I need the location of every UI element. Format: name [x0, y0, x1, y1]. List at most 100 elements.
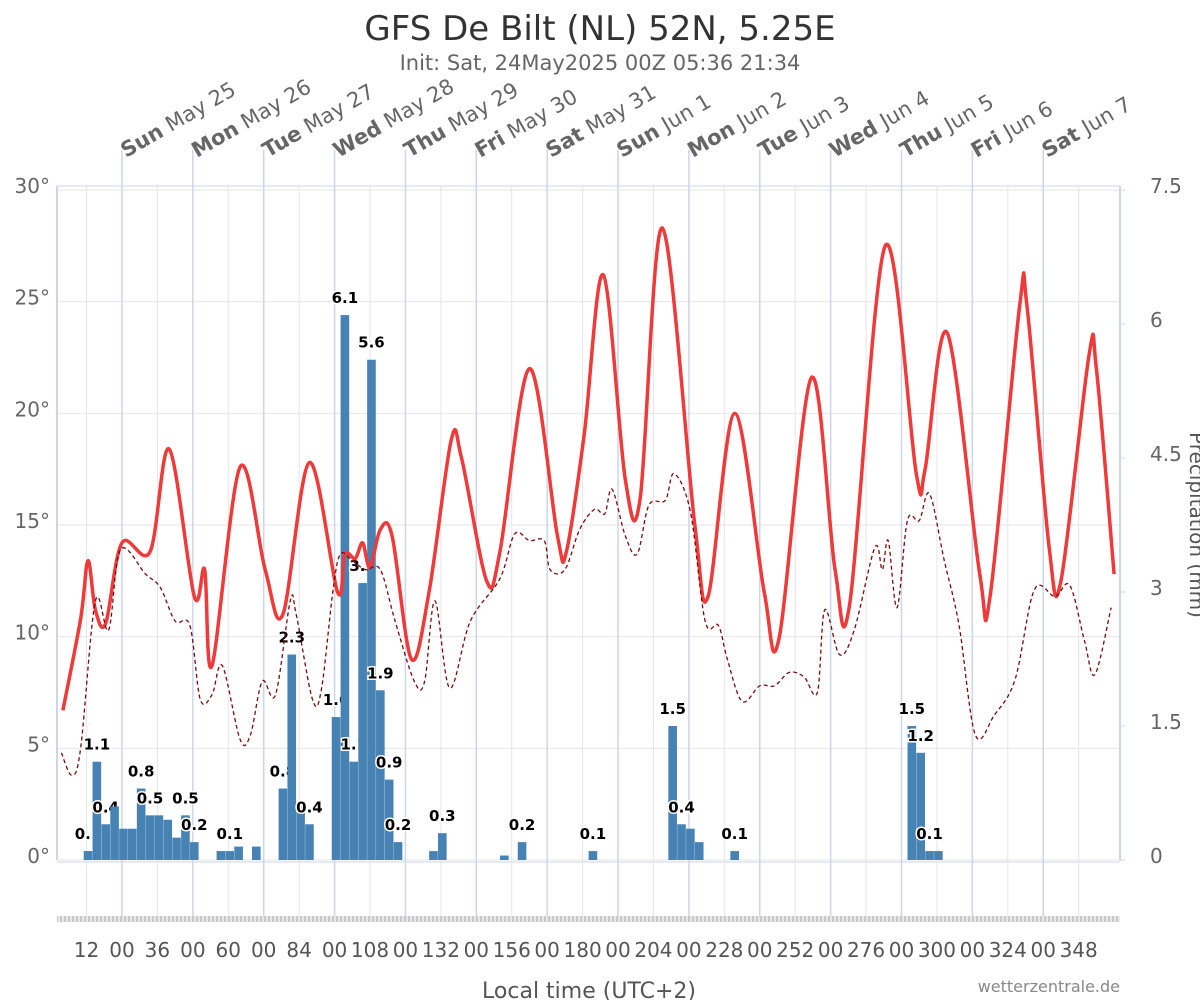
precip-bar [278, 788, 288, 860]
precip-bar [296, 806, 305, 860]
x-tick-label: 84 [286, 938, 311, 962]
x-tick-label: 00 [818, 938, 843, 962]
precip-bar [500, 855, 509, 860]
precip-bar [172, 837, 181, 860]
precip-bar [92, 761, 102, 860]
precip-bar [331, 717, 341, 860]
precip-bar [110, 806, 119, 860]
precip-bar [145, 815, 155, 860]
x-tick-label: 276 [847, 938, 885, 962]
data-label: 1.2 [907, 727, 934, 745]
data-label: 0.1 [216, 825, 243, 843]
y-tick-label: 0° [27, 844, 50, 868]
precip-bar [730, 851, 739, 860]
data-label: 0.1 [721, 825, 748, 843]
precip-bar [934, 851, 943, 860]
x-tick-label: 60 [216, 938, 241, 962]
y2-tick-label: 0 [1150, 844, 1163, 868]
precip-bar [234, 846, 243, 860]
data-label: 1.9 [367, 664, 394, 682]
y-tick-label: 15° [15, 509, 50, 533]
data-label: 0.5 [137, 789, 164, 807]
precip-bar [588, 851, 598, 860]
x-tick-label: 00 [464, 938, 489, 962]
y2-tick-label: 4.5 [1150, 442, 1182, 466]
x-axis-label: Local time (UTC+2) [482, 979, 696, 1000]
data-label: 0.2 [385, 816, 412, 834]
precip-bar [83, 851, 93, 860]
precip-bar [101, 824, 111, 860]
x-tick-label: 00 [1031, 938, 1056, 962]
precip-bar [216, 851, 226, 860]
data-label: 0.5 [172, 789, 199, 807]
x-tick-label: 348 [1060, 938, 1098, 962]
x-tick-label: 00 [605, 938, 630, 962]
x-tick-label: 00 [109, 938, 134, 962]
y-tick-label: 20° [15, 397, 50, 421]
y2-tick-label: 3 [1150, 576, 1163, 600]
precip-bar [668, 726, 677, 860]
x-tick-label: 00 [676, 938, 701, 962]
data-label: 6.1 [332, 289, 359, 307]
x-tick-label: 00 [889, 938, 914, 962]
precip-bar [686, 828, 695, 860]
precip-bar [925, 851, 934, 860]
x-tick-label: 00 [180, 938, 205, 962]
y2-axis-label: Precipitation (mm) [1185, 432, 1200, 618]
data-label: 0.8 [128, 763, 155, 781]
y-tick-label: 30° [15, 174, 50, 198]
x-tick-label: 36 [145, 938, 170, 962]
precip-bar [384, 779, 394, 860]
precip-bar [367, 359, 376, 860]
precip-bar [287, 654, 297, 860]
precip-bar [181, 815, 190, 860]
precip-bar [358, 583, 367, 860]
data-label: 0.4 [668, 798, 695, 816]
x-tick-label: 00 [747, 938, 772, 962]
x-tick-label: 132 [422, 938, 460, 962]
x-tick-label: 228 [705, 938, 743, 962]
precip-bar [190, 842, 199, 860]
data-label: 0.3 [429, 807, 456, 825]
precip-bar [393, 842, 403, 860]
precip-bar [127, 828, 137, 860]
x-tick-label: 00 [322, 938, 347, 962]
x-tick-label: 00 [960, 938, 985, 962]
wind-strip [57, 916, 1120, 922]
precip-bar [154, 815, 164, 860]
precip-bar [305, 824, 314, 860]
x-tick-label: 00 [251, 938, 276, 962]
precip-bar [163, 819, 173, 860]
chart-title: GFS De Bilt (NL) 52N, 5.25E [364, 9, 835, 49]
chart-subtitle: Init: Sat, 24May2025 00Z 05:36 21:34 [400, 51, 801, 75]
temperature-line [61, 226, 1116, 711]
x-tick-label: 324 [989, 938, 1027, 962]
precip-bar [376, 690, 385, 860]
precip-bar [225, 851, 235, 860]
precip-bar [252, 846, 261, 860]
data-label: 0.4 [296, 798, 323, 816]
y2-tick-label: 1.5 [1150, 710, 1182, 734]
y-tick-label: 10° [15, 621, 50, 645]
y2-tick-label: 6 [1150, 308, 1163, 332]
x-tick-label: 252 [776, 938, 814, 962]
precip-bar [916, 752, 925, 860]
y2-tick-label: 7.5 [1150, 174, 1182, 198]
x-tick-label: 00 [534, 938, 559, 962]
precip-bar [677, 824, 686, 860]
precip-bar [340, 315, 350, 861]
x-tick-label: 204 [634, 938, 672, 962]
y-tick-label: 5° [27, 732, 50, 756]
precip-bar [517, 842, 527, 860]
data-label: 1.1 [84, 736, 111, 754]
data-label: 0.2 [509, 816, 536, 834]
precip-bar [136, 788, 146, 860]
precip-bar [349, 761, 359, 860]
data-label: 0.9 [376, 754, 403, 772]
data-label: 0.1 [916, 825, 943, 843]
precip-bar [119, 828, 128, 860]
x-tick-label: 156 [493, 938, 531, 962]
credit: wetterzentrale.de [978, 977, 1120, 996]
precip-bar [907, 726, 917, 860]
